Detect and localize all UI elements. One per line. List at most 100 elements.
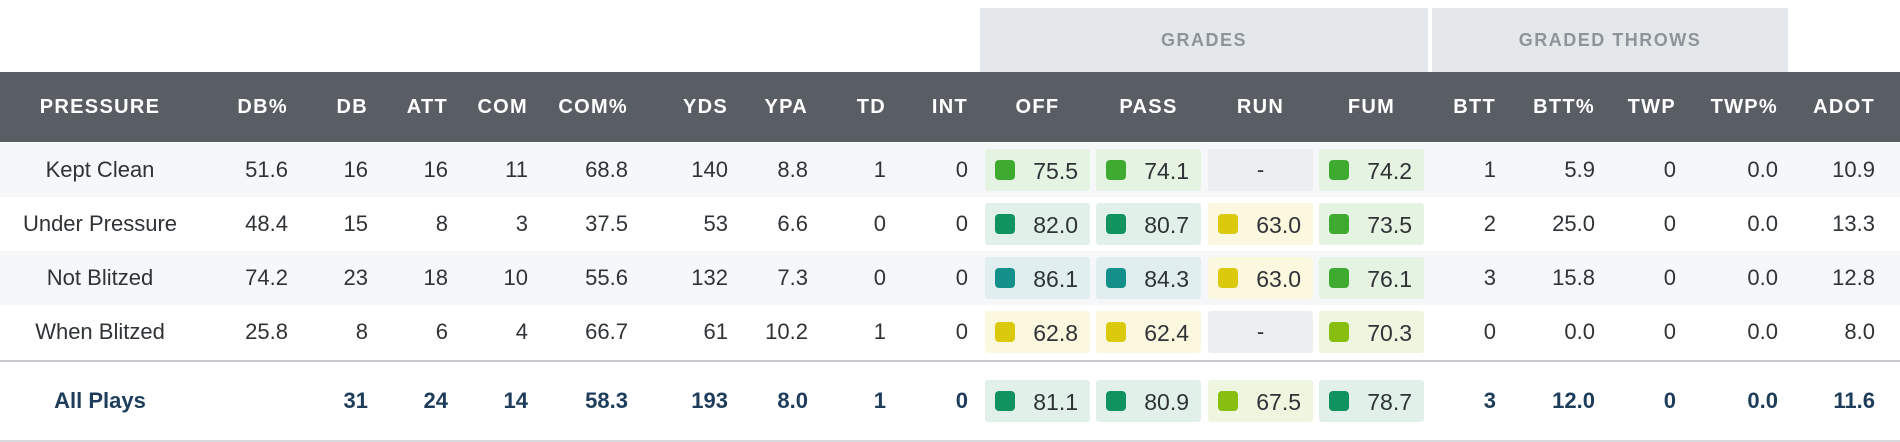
cell-yds: 132: [691, 265, 728, 290]
column-header-btt[interactable]: BTT: [1453, 96, 1496, 118]
column-header-yds[interactable]: YDS: [682, 96, 728, 118]
cell-att: 18: [423, 265, 448, 290]
cell-com: 11: [505, 157, 528, 182]
row-label: Not Blitzed: [46, 265, 154, 290]
grade-badge-fum: 74.2: [1319, 149, 1424, 191]
grade-color-indicator: [995, 391, 1015, 411]
table-row: Kept Clean 51.6 16 16 11 68.8 140 8.8 1 0 75.5 74.1…: [0, 143, 1900, 197]
grade-color-indicator: [1106, 160, 1126, 180]
table-row: Not Blitzed 74.2 23 18 10 55.6 132 7.3 0 0 86.1 84.…: [0, 251, 1900, 305]
column-header-com-pct[interactable]: COM%: [558, 96, 628, 118]
cell-ypa: 8.8: [777, 157, 808, 182]
table-row-all-plays: All Plays 31 24 14 58.3 193 8.0 1 0 81.1 80.9 67.5 7…: [0, 374, 1900, 428]
cell-twpp: 0.0: [1747, 388, 1778, 413]
cell-twp: 0: [1663, 211, 1676, 236]
cell-int: 0: [955, 319, 968, 344]
column-header-twp[interactable]: TWP: [1627, 96, 1676, 118]
column-header-pressure[interactable]: PRESSURE: [39, 96, 161, 118]
column-header-run[interactable]: RUN: [1236, 96, 1285, 118]
grade-value: 84.3: [1144, 266, 1189, 292]
cell-com: 3: [515, 211, 528, 236]
grade-badge-run: -: [1208, 311, 1313, 353]
grade-badge-pass: 80.7: [1096, 203, 1201, 245]
column-header-db[interactable]: DB: [336, 96, 368, 118]
column-header-off[interactable]: OFF: [1015, 96, 1060, 118]
cell-twp: 0: [1663, 388, 1676, 413]
column-header-int[interactable]: INT: [931, 96, 968, 118]
cell-bttp: 25.0: [1552, 211, 1595, 236]
grade-color-indicator: [1329, 214, 1349, 234]
column-header-com[interactable]: COM: [477, 96, 528, 118]
grade-color-indicator: [1329, 322, 1349, 342]
grade-badge-off: 75.5: [985, 149, 1090, 191]
cell-twpp: 0.0: [1747, 265, 1778, 290]
cell-twp: 0: [1663, 319, 1676, 344]
cell-int: 0: [955, 211, 968, 236]
cell-twpp: 0.0: [1747, 319, 1778, 344]
grade-value: 73.5: [1367, 212, 1412, 238]
cell-ypa: 8.0: [777, 388, 808, 413]
grade-color-indicator: [1218, 268, 1238, 288]
cell-btt: 1: [1483, 157, 1496, 182]
grade-color-indicator: [1329, 160, 1349, 180]
cell-twp: 0: [1663, 157, 1676, 182]
column-header-ypa[interactable]: YPA: [764, 96, 808, 118]
grade-value: 63.0: [1256, 212, 1301, 238]
grade-badge-fum: 70.3: [1319, 311, 1424, 353]
grade-color-indicator: [1106, 322, 1126, 342]
cell-adot: 8.0: [1844, 319, 1875, 344]
column-header-fum[interactable]: FUM: [1347, 96, 1396, 118]
grade-color-indicator: [995, 214, 1015, 234]
cell-att: 6: [435, 319, 448, 344]
column-header-pass[interactable]: PASS: [1119, 96, 1178, 118]
cell-ypa: 10.2: [765, 319, 808, 344]
cell-com: 4: [515, 319, 528, 344]
grade-value: 63.0: [1256, 266, 1301, 292]
grade-value: 76.1: [1367, 266, 1412, 292]
grade-color-indicator: [1106, 268, 1126, 288]
table-bottom-border: [0, 440, 1900, 442]
cell-bttp: 15.8: [1552, 265, 1595, 290]
cell-twpp: 0.0: [1747, 211, 1778, 236]
column-header-twp-pct[interactable]: TWP%: [1710, 96, 1778, 118]
grade-value: 78.7: [1367, 389, 1412, 415]
total-divider: [0, 360, 1900, 362]
grade-badge-pass: 84.3: [1096, 257, 1201, 299]
grade-badge-run: 63.0: [1208, 203, 1313, 245]
grade-badge-off: 82.0: [985, 203, 1090, 245]
cell-adot: 11.6: [1833, 388, 1875, 413]
cell-com: 14: [503, 388, 528, 413]
grade-badge-pass: 62.4: [1096, 311, 1201, 353]
cell-td: 1: [873, 388, 886, 413]
grade-color-indicator: [995, 322, 1015, 342]
grade-color-indicator: [1218, 391, 1238, 411]
grade-value: 82.0: [1033, 212, 1078, 238]
cell-int: 0: [955, 265, 968, 290]
column-header-btt-pct[interactable]: BTT%: [1533, 96, 1595, 118]
column-header-adot[interactable]: ADOT: [1813, 96, 1875, 118]
cell-att: 16: [423, 157, 448, 182]
grade-badge-off: 86.1: [985, 257, 1090, 299]
column-header-att[interactable]: ATT: [406, 96, 448, 118]
grade-badge-off: 81.1: [985, 380, 1090, 422]
cell-com: 10: [503, 265, 528, 290]
cell-btt: 0: [1483, 319, 1496, 344]
grade-badge-run: 67.5: [1208, 380, 1313, 422]
cell-yds: 140: [691, 157, 728, 182]
cell-twp: 0: [1663, 265, 1676, 290]
cell-db: 16: [343, 157, 368, 182]
cell-yds: 61: [703, 319, 728, 344]
cell-ypa: 6.6: [777, 211, 808, 236]
column-header-db-pct[interactable]: DB%: [237, 96, 288, 118]
grade-badge-fum: 78.7: [1319, 380, 1424, 422]
table-header: PRESSURE DB% DB ATT COM COM% YDS YPA TD INT OFF PAS…: [0, 72, 1900, 142]
cell-adot: 10.9: [1832, 157, 1875, 182]
column-header-td[interactable]: TD: [856, 96, 886, 118]
grade-value: -: [1256, 319, 1265, 344]
grade-color-indicator: [1329, 391, 1349, 411]
cell-ypa: 7.3: [777, 265, 808, 290]
cell-td: 1: [873, 157, 886, 182]
grade-color-indicator: [1106, 214, 1126, 234]
row-label: When Blitzed: [35, 319, 165, 344]
